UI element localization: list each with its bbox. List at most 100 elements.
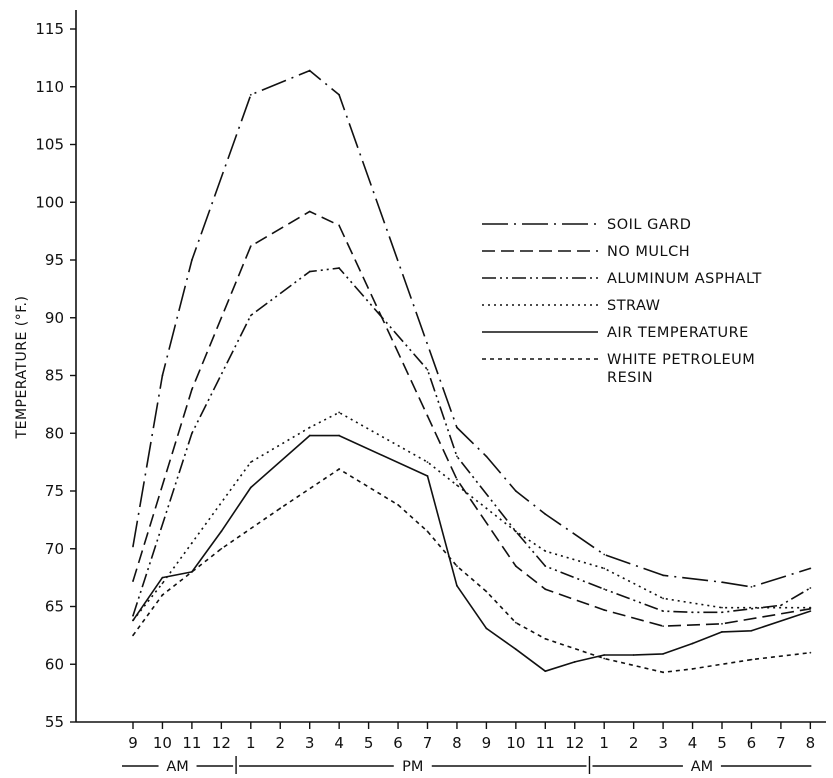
- data-point-soil-gard: [514, 490, 517, 492]
- x-tick-label: 10: [153, 734, 172, 752]
- x-tick-label: 2: [629, 734, 639, 752]
- data-point-air-temperature: [161, 576, 164, 579]
- data-point-aluminum-asphalt: [338, 267, 341, 269]
- y-tick-label: 85: [45, 367, 64, 385]
- data-point-soil-gard: [456, 426, 458, 429]
- data-point-aluminum-asphalt: [662, 610, 664, 613]
- data-point-white-petroleum-resin: [485, 590, 488, 593]
- legend-label: AIR TEMPERATURE: [607, 325, 749, 341]
- data-point-aluminum-asphalt: [191, 432, 193, 435]
- data-point-no-mulch: [514, 565, 517, 567]
- y-tick-label: 80: [45, 424, 64, 442]
- x-tick-label: 5: [717, 734, 727, 752]
- data-point-aluminum-asphalt: [544, 565, 547, 567]
- x-tick-label: 9: [128, 734, 138, 752]
- data-point-air-temperature: [632, 654, 635, 656]
- x-tick-label: 12: [212, 734, 231, 752]
- data-point-air-temperature: [662, 652, 664, 655]
- data-point-soil-gard: [750, 585, 753, 588]
- series-line-straw: [132, 411, 811, 621]
- data-point-no-mulch: [338, 224, 341, 227]
- data-point-no-mulch: [249, 245, 252, 248]
- data-point-straw: [456, 484, 458, 487]
- data-point-white-petroleum-resin: [161, 594, 164, 596]
- data-point-air-temperature: [426, 475, 429, 477]
- data-point-straw: [249, 461, 252, 464]
- data-point-soil-gard: [338, 93, 341, 96]
- x-tick-label: 2: [275, 734, 285, 752]
- x-tick-label: 10: [506, 734, 525, 752]
- series-line-aluminum-asphalt: [132, 267, 811, 616]
- data-point-no-mulch: [662, 625, 664, 628]
- legend-label: NO MULCH: [607, 244, 690, 260]
- x-tick-label: 9: [482, 734, 492, 752]
- data-point-straw: [514, 530, 517, 533]
- data-point-straw: [485, 507, 488, 510]
- legend-item-aluminum-asphalt: ALUMINUM ASPHALT: [482, 271, 761, 287]
- data-point-air-temperature: [603, 654, 606, 656]
- data-point-white-petroleum-resin: [397, 503, 399, 506]
- data-point-soil-gard: [603, 553, 606, 556]
- data-point-air-temperature: [544, 670, 547, 673]
- data-point-soil-gard: [721, 581, 723, 584]
- data-point-white-petroleum-resin: [750, 658, 753, 661]
- y-tick-label: 65: [45, 598, 64, 616]
- data-point-no-mulch: [544, 588, 547, 591]
- x-tick-label: 7: [423, 734, 433, 752]
- data-point-aluminum-asphalt: [809, 587, 812, 589]
- y-tick-label: 95: [45, 251, 64, 269]
- data-point-air-temperature: [809, 610, 812, 613]
- data-point-aluminum-asphalt: [721, 611, 723, 614]
- x-tick-label: 4: [334, 734, 344, 752]
- data-point-air-temperature: [220, 530, 223, 533]
- data-point-air-temperature: [132, 619, 134, 622]
- period-label: PM: [402, 759, 423, 775]
- y-ticks: 55 60 65 70 75 80 85 90 95 100 105 110 115: [35, 20, 76, 731]
- series-line-white-petroleum-resin: [132, 468, 811, 674]
- y-tick-label: 90: [45, 309, 64, 327]
- x-tick-label: 5: [364, 734, 374, 752]
- data-point-air-temperature: [249, 486, 252, 489]
- data-point-soil-gard: [662, 574, 664, 577]
- data-point-soil-gard: [809, 567, 812, 570]
- x-tick-label: 3: [305, 734, 315, 752]
- y-tick-label: 115: [35, 20, 64, 38]
- data-point-white-petroleum-resin: [132, 634, 134, 637]
- data-point-no-mulch: [603, 609, 606, 611]
- data-point-air-temperature: [750, 629, 753, 632]
- data-point-straw: [161, 582, 164, 585]
- data-point-air-temperature: [456, 584, 458, 587]
- data-point-white-petroleum-resin: [456, 565, 458, 567]
- y-tick-label: 70: [45, 540, 64, 558]
- data-point-white-petroleum-resin: [691, 667, 694, 670]
- data-point-no-mulch: [308, 210, 311, 213]
- y-axis-label: TEMPERATURE (°F.): [14, 296, 30, 440]
- legend-item-air-temperature: AIR TEMPERATURE: [482, 325, 749, 341]
- y-tick-label: 55: [45, 713, 64, 731]
- period-label: AM: [691, 759, 713, 775]
- data-point-aluminum-asphalt: [691, 611, 694, 614]
- data-point-no-mulch: [191, 388, 193, 391]
- data-point-straw: [544, 550, 547, 552]
- data-point-soil-gard: [132, 545, 134, 548]
- legend-label: SOIL GARD: [607, 217, 691, 233]
- data-point-air-temperature: [514, 648, 517, 651]
- legend-label: WHITE PETROLEUM: [607, 352, 755, 368]
- data-point-straw: [721, 606, 723, 609]
- x-tick-label: 11: [536, 734, 555, 752]
- data-point-aluminum-asphalt: [308, 270, 311, 273]
- legend: SOIL GARD NO MULCH ALUMINUM ASPHALT STRA…: [482, 217, 761, 386]
- data-point-soil-gard: [161, 374, 164, 377]
- data-point-no-mulch: [132, 580, 134, 582]
- data-point-white-petroleum-resin: [514, 621, 517, 624]
- legend-item-white-petroleum-resin: WHITE PETROLEUM RESIN: [482, 352, 755, 386]
- data-point-soil-gard: [544, 513, 547, 515]
- data-point-soil-gard: [249, 93, 252, 96]
- legend-item-straw: STRAW: [482, 298, 660, 314]
- data-point-air-temperature: [721, 631, 723, 633]
- data-point-soil-gard: [308, 69, 311, 72]
- data-point-soil-gard: [485, 455, 488, 458]
- x-tick-label: 6: [747, 734, 757, 752]
- data-point-aluminum-asphalt: [780, 604, 782, 607]
- data-point-straw: [662, 597, 664, 600]
